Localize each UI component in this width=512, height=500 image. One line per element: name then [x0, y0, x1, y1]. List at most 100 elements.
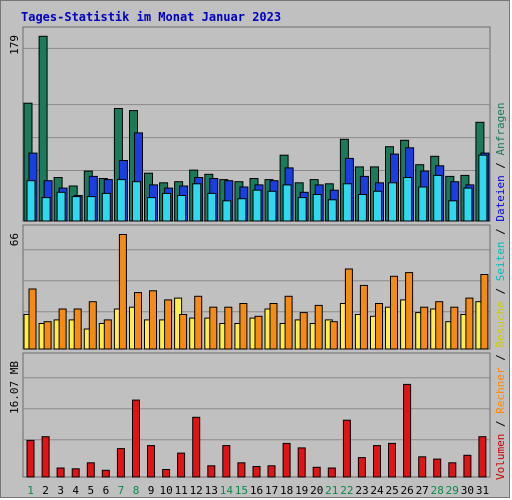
- bar-volumen-15: [237, 462, 246, 478]
- bar-volumen-24: [373, 445, 381, 478]
- x-tick-label: 29: [446, 484, 459, 497]
- bar-seiten-1: [26, 180, 36, 222]
- bar-seiten-20: [312, 194, 322, 222]
- bar-seiten-11: [177, 195, 187, 222]
- bar-rechner-23: [359, 284, 368, 350]
- x-tick-label: 9: [148, 484, 155, 497]
- bar-seiten-8: [132, 181, 141, 222]
- bar-rechner-26: [405, 272, 414, 350]
- x-tick-label: 31: [476, 484, 489, 497]
- bar-seiten-27: [418, 186, 428, 222]
- x-tick-label: 22: [340, 484, 353, 497]
- x-tick-label: 28: [431, 484, 444, 497]
- bar-volumen-23: [357, 457, 366, 478]
- x-tick-label: 17: [265, 484, 278, 497]
- bar-rechner-29: [450, 306, 459, 350]
- legend-entry-rechner: Rechner: [494, 367, 507, 414]
- bar-seiten-19: [297, 197, 307, 222]
- bar-rechner-9: [149, 290, 157, 350]
- bar-seiten-10: [162, 192, 172, 222]
- x-tick-label: 20: [310, 484, 323, 497]
- bar-seiten-16: [252, 189, 262, 222]
- legend-separator: /: [494, 281, 507, 301]
- bar-seiten-25: [388, 182, 397, 222]
- bar-rechner-13: [209, 306, 218, 350]
- bar-volumen-20: [312, 466, 321, 478]
- bar-rechner-3: [58, 308, 67, 350]
- legend-separator: /: [494, 222, 507, 242]
- bar-seiten-6: [101, 192, 111, 222]
- bar-seiten-4: [71, 196, 81, 222]
- bar-volumen-19: [297, 447, 306, 478]
- x-tick-label: 3: [57, 484, 64, 497]
- bar-seiten-29: [448, 200, 458, 222]
- bar-volumen-6: [101, 469, 110, 478]
- bar-volumen-28: [433, 458, 442, 478]
- bar-volumen-7: [116, 448, 125, 478]
- bar-rechner-15: [239, 303, 248, 350]
- bar-seiten-30: [463, 187, 473, 222]
- x-tick-label: 11: [175, 484, 188, 497]
- legend-separator: /: [494, 155, 507, 175]
- x-tick-label: 4: [72, 484, 79, 497]
- x-tick-label: 12: [190, 484, 203, 497]
- legend-entry-seiten: Seiten: [494, 242, 507, 282]
- bar-volumen-26: [403, 383, 412, 478]
- x-tick-label: 6: [103, 484, 110, 497]
- bar-seiten-12: [192, 183, 202, 222]
- bar-rechner-4: [73, 308, 82, 350]
- bar-volumen-29: [448, 462, 457, 478]
- bar-rechner-14: [224, 306, 233, 350]
- bar-rechner-30: [465, 297, 474, 350]
- x-tick-label: 21: [325, 484, 338, 497]
- bar-rechner-25: [390, 275, 398, 350]
- x-tick-label: 25: [385, 484, 398, 497]
- bar-rechner-5: [88, 301, 97, 350]
- bar-rechner-1: [28, 288, 37, 350]
- bar-seiten-28: [433, 174, 443, 222]
- bar-rechner-22: [344, 268, 353, 350]
- legend-entry-volumen: Volumen: [494, 434, 507, 480]
- bar-seiten-2: [41, 197, 51, 222]
- legend-entry-anfragen: Anfragen: [494, 102, 507, 155]
- x-tick-label: 15: [235, 484, 248, 497]
- bar-volumen-8: [132, 399, 140, 478]
- bar-rechner-21: [329, 321, 338, 350]
- x-tick-label: 2: [42, 484, 49, 497]
- x-tick-label: 27: [416, 484, 429, 497]
- bar-volumen-16: [252, 466, 261, 478]
- bar-volumen-30: [463, 454, 472, 478]
- bar-seiten-15: [237, 198, 247, 222]
- bar-seiten-3: [56, 191, 66, 222]
- bar-volumen-13: [207, 465, 216, 478]
- panel-1-max-label: 66: [8, 233, 21, 246]
- bar-seiten-14: [222, 200, 232, 222]
- bar-rechner-20: [314, 304, 323, 350]
- x-tick-label: 26: [400, 484, 413, 497]
- bar-volumen-21: [327, 467, 336, 478]
- bar-rechner-7: [118, 234, 127, 350]
- x-tick-label: 13: [205, 484, 218, 497]
- bar-volumen-11: [177, 452, 186, 478]
- bar-volumen-22: [342, 419, 351, 478]
- x-tick-label: 19: [295, 484, 308, 497]
- bar-rechner-17: [269, 303, 278, 350]
- bar-seiten-13: [207, 192, 217, 222]
- bar-seiten-7: [116, 179, 126, 222]
- bar-rechner-19: [299, 312, 308, 350]
- bar-volumen-5: [86, 462, 95, 478]
- bar-volumen-14: [222, 445, 231, 478]
- bar-volumen-3: [56, 467, 65, 478]
- bar-volumen-31: [478, 436, 487, 478]
- bar-rechner-6: [103, 319, 112, 350]
- bar-seiten-5: [86, 196, 96, 222]
- bar-volumen-18: [282, 442, 291, 478]
- bar-rechner-27: [420, 306, 429, 350]
- bar-rechner-11: [179, 314, 188, 350]
- legend-right: Volumen / Rechner / Besuche / Seiten / D…: [494, 102, 507, 480]
- bar-rechner-2: [43, 321, 52, 350]
- bar-rechner-10: [164, 299, 173, 350]
- bar-seiten-21: [327, 199, 337, 222]
- x-tick-label: 10: [159, 484, 172, 497]
